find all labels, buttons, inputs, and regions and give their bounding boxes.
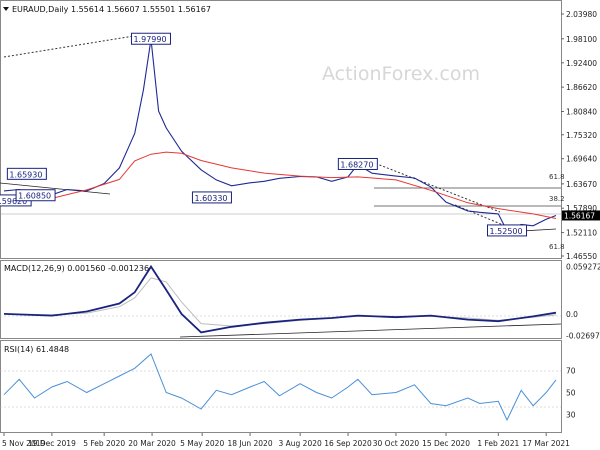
macd-tick-label: 0.0: [566, 310, 578, 319]
price-annotation-label: 1.59620: [0, 197, 27, 206]
price-tick-label: 1.98100: [566, 35, 597, 44]
price-tick-label: 1.63670: [566, 180, 597, 189]
series-rsi: [3, 353, 557, 422]
current-price-marker: [562, 210, 600, 221]
current-price-label: 1.56167: [564, 211, 595, 220]
trendline-channel-upper: [371, 161, 501, 213]
price-annotation-box: [130, 32, 171, 45]
price-tick-label: 2.03980: [566, 10, 597, 19]
price-header: EURAUD,Daily 1.55614 1.56607 1.55501 1.5…: [12, 5, 211, 14]
price-annotation-label: 1.60330: [194, 194, 227, 203]
x-tick-label: 5 Feb 2020: [83, 439, 125, 448]
price-annotation-label: 1.68270: [340, 160, 373, 169]
series-macd: [3, 264, 557, 334]
price-annotation-label: 1.97990: [133, 35, 166, 44]
series-ma55: [3, 151, 557, 219]
x-tick-label: 1 Feb 2021: [477, 439, 519, 448]
fib-label: 38.2: [549, 195, 565, 203]
price-annotation-box: [487, 224, 528, 237]
price-tick-label: 1.80840: [566, 108, 597, 117]
price-tick-label: 1.75320: [566, 131, 597, 140]
price-tick-label: 1.69640: [566, 155, 597, 164]
price-annotation-box: [15, 189, 56, 202]
chart-menu-triangle-icon[interactable]: [3, 7, 9, 11]
x-tick-label: 16 Sep 2020: [324, 439, 372, 448]
x-tick-label: 5 Nov 2019: [2, 439, 45, 448]
price-annotation-box: [191, 191, 232, 204]
x-tick-label: 30 Oct 2020: [373, 439, 420, 448]
trendline-left: [0, 182, 111, 195]
rsi-series-layer: 70 50 30: [3, 353, 576, 422]
price-axis: 2.03980 1.98100 1.92400 1.86620 1.80840 1.753…: [561, 10, 600, 261]
price-tick-label: 1.46550: [566, 252, 597, 261]
price-tick-label: 1.52110: [566, 229, 597, 238]
macd-header: MACD(12,26,9) 0.001560 -0.001236: [4, 264, 149, 273]
series-price: [3, 39, 557, 232]
x-tick-label: 20 Mar 2020: [128, 439, 176, 448]
fib-label: 61.8: [549, 173, 565, 181]
price-panel-frame: [0, 0, 562, 259]
price-annotation-box: [337, 157, 378, 170]
x-tick-label: 17 Mar 2021: [522, 439, 570, 448]
x-tick-label: 19 Dec 2019: [28, 439, 76, 448]
macd-tick-label: -0.026978: [566, 332, 600, 341]
x-tick-label: 3 Aug 2020: [279, 439, 322, 448]
rsi-tick-label: 70: [566, 367, 576, 376]
price-annotation-label: 1.60850: [18, 192, 51, 201]
price-tick-label: 1.57890: [566, 204, 597, 213]
rsi-header: RSI(14) 61.4848: [4, 345, 69, 354]
x-tick-label: 15 Dec 2020: [422, 439, 470, 448]
price-annotation-box: [6, 167, 47, 180]
price-series-layer: [3, 39, 557, 232]
watermark: ActionForex.com: [322, 63, 480, 85]
macd-tick-label: 0.059272: [566, 262, 600, 271]
price-annotation-label: 1.52500: [490, 227, 523, 236]
x-tick-label: 18 Jun 2020: [227, 439, 272, 448]
price-tick-label: 1.86620: [566, 83, 597, 92]
rsi-tick-label: 30: [566, 411, 576, 420]
rsi-panel-frame: [0, 340, 562, 433]
price-tick-label: 1.92400: [566, 59, 597, 68]
macd-panel-frame: [0, 260, 562, 339]
macd-series-layer: 0.059272 0.0 -0.026978: [3, 262, 600, 341]
trendline-top: [3, 34, 141, 58]
rsi-tick-label: 50: [566, 389, 576, 398]
macd-trendline: [179, 323, 562, 338]
price-annotation-label: 1.65930: [9, 170, 42, 179]
x-tick-label: 5 May 2020: [180, 439, 224, 448]
series-signal: [3, 277, 557, 327]
fib-label: 61.8: [549, 243, 565, 251]
